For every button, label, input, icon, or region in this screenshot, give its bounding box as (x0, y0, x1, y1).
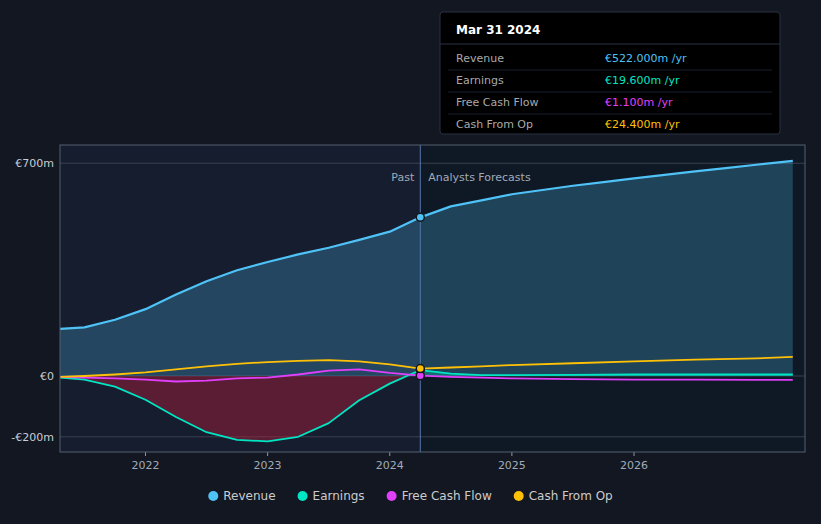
legend-marker (514, 491, 524, 501)
x-tick (389, 452, 390, 456)
legend-marker (208, 491, 218, 501)
tooltip-value: €24.400m /yr (605, 118, 680, 131)
legend-label: Free Cash Flow (402, 489, 492, 503)
point-marker (416, 213, 424, 221)
point-marker (416, 365, 424, 373)
divider-line (420, 145, 421, 452)
y-tick-label: -€200m (11, 431, 54, 444)
tooltip-label: Revenue (456, 52, 504, 65)
tooltip-label: Cash From Op (456, 118, 533, 131)
legend-marker (298, 491, 308, 501)
legend-label: Revenue (223, 489, 275, 503)
tooltip-value: €19.600m /yr (605, 74, 680, 87)
x-tick-label: 2023 (254, 459, 282, 472)
area-fill-negative (60, 376, 793, 441)
x-tick (267, 452, 268, 456)
annotation-text: Past (391, 171, 415, 184)
x-tick (145, 452, 146, 456)
y-tick-label: €700m (15, 157, 54, 170)
annotation-text: Analysts Forecasts (428, 171, 531, 184)
x-tick-label: 2022 (131, 459, 159, 472)
x-tick-label: 2024 (376, 459, 404, 472)
grid-line (60, 163, 805, 164)
grid-line (60, 436, 805, 437)
area-fill-positive (60, 370, 793, 376)
tooltip-label: Earnings (456, 74, 504, 87)
y-tick-label: €0 (40, 370, 54, 383)
background (0, 0, 821, 524)
area-fill-positive (60, 161, 793, 376)
plot-frame (60, 145, 805, 452)
tooltip-title: Mar 31 2024 (456, 23, 540, 37)
tooltip: Mar 31 2024 Revenue €522.000m /yr Earnings €… (440, 12, 780, 134)
series-line (60, 370, 793, 441)
x-tick (511, 452, 512, 456)
legend: Revenue Earnings Free Cash Flow Cash From O… (208, 489, 612, 503)
x-tick-label: 2026 (620, 459, 648, 472)
tooltip-row-separator (448, 92, 772, 93)
tooltip-box (440, 12, 780, 134)
plot-background (60, 145, 805, 452)
tooltip-row-separator (448, 114, 772, 115)
legend-label: Earnings (313, 489, 365, 503)
tooltip-value: €522.000m /yr (605, 52, 687, 65)
tooltip-value: €1.100m /yr (605, 96, 673, 109)
tooltip-row-separator (448, 70, 772, 71)
series-line (60, 369, 793, 381)
tooltip-separator (440, 44, 780, 45)
plot-marks (60, 145, 793, 452)
chart: €700m €0 -€200m 2022 2023 2024 2025 2026 Past Ana… (0, 0, 821, 524)
legend-marker (387, 491, 397, 501)
x-tick-label: 2025 (498, 459, 526, 472)
x-tick (634, 452, 635, 456)
legend-label: Cash From Op (529, 489, 613, 503)
series-line (60, 357, 793, 377)
series-line (60, 161, 793, 329)
tooltip-label: Free Cash Flow (456, 96, 539, 109)
